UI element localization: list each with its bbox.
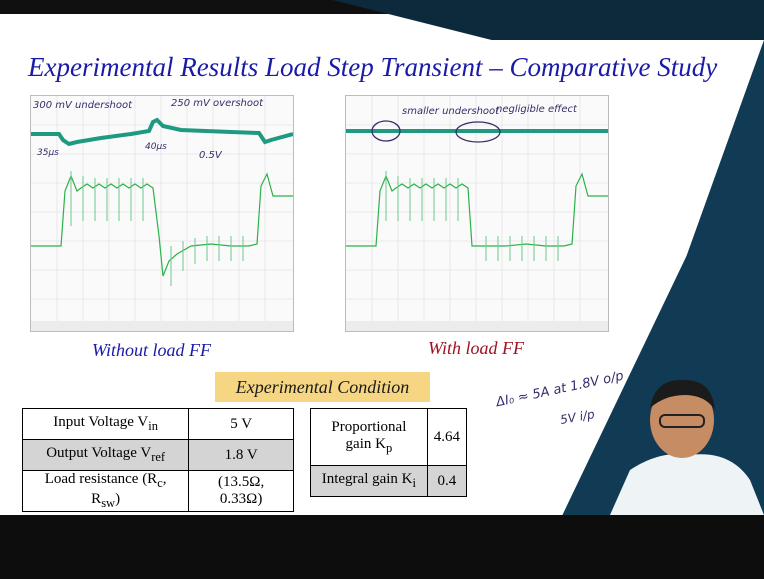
table-row: Proportional gain Kp 4.64	[310, 408, 468, 466]
annotation-35us: 35µs	[37, 148, 59, 158]
table-cell-value: 1.8 V	[188, 439, 294, 471]
experimental-condition-title: Experimental Condition	[215, 372, 430, 402]
caption-without-ff: Without load FF	[92, 340, 211, 360]
table-conditions-right: Proportional gain Kp 4.64 Integral gain …	[310, 408, 468, 497]
table-row: Input Voltage Vin 5 V	[21, 408, 294, 440]
table-row: Integral gain Ki 0.4	[310, 465, 468, 497]
handwritten-note-line2: 5V i/p	[559, 407, 596, 427]
annotation-overshoot: 250 mV overshoot	[171, 98, 264, 109]
table-cell-value: 5 V	[188, 408, 294, 440]
table-cell-value: 0.4	[426, 465, 468, 497]
table-cell-label: Proportional gain Kp	[310, 408, 428, 466]
scope-with-ff: smaller undershoot negligible effect	[345, 95, 609, 332]
slide-top-accent	[332, 0, 764, 40]
table-conditions-left: Input Voltage Vin 5 V Output Voltage Vre…	[21, 408, 294, 512]
caption-with-ff: With load FF	[428, 338, 524, 358]
table-cell-value: 4.64	[426, 408, 468, 466]
annotation-negligible-effect: negligible effect	[496, 104, 577, 115]
table-cell-label: Load resistance (Rc, Rsw)	[21, 470, 190, 512]
scope-without-ff-plot	[31, 96, 293, 331]
annotation-smaller-undershoot: smaller undershoot	[402, 106, 500, 117]
scope-with-ff-plot	[346, 96, 608, 331]
table-cell-label: Input Voltage Vin	[21, 408, 190, 440]
table-row: Output Voltage Vref 1.8 V	[21, 439, 294, 471]
slide-title: Experimental Results Load Step Transient…	[28, 52, 718, 82]
slide-footer	[0, 515, 764, 579]
annotation-0-5v: 0.5V	[199, 150, 222, 161]
annotation-undershoot: 300 mV undershoot	[33, 100, 133, 111]
table-cell-value: (13.5Ω, 0.33Ω)	[188, 470, 294, 512]
table-row: Load resistance (Rc, Rsw) (13.5Ω, 0.33Ω)	[21, 470, 294, 512]
annotation-40us: 40µs	[145, 142, 167, 152]
table-cell-label: Integral gain Ki	[310, 465, 428, 497]
scope-without-ff: 300 mV undershoot 250 mV overshoot 35µs …	[30, 95, 294, 332]
presenter-image	[610, 379, 764, 515]
table-cell-label: Output Voltage Vref	[21, 439, 190, 471]
